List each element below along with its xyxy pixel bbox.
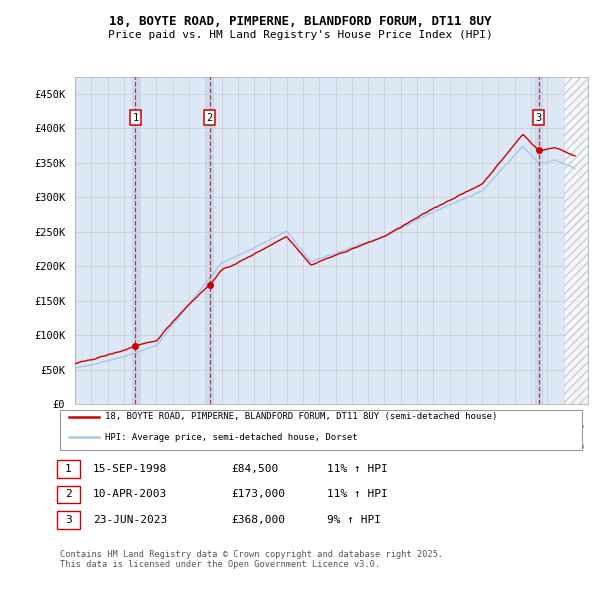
Text: 20: 20 xyxy=(379,444,389,453)
Text: 11% ↑ HPI: 11% ↑ HPI xyxy=(327,490,388,499)
Text: 18, BOYTE ROAD, PIMPERNE, BLANDFORD FORUM, DT11 8UY (semi-detached house): 18, BOYTE ROAD, PIMPERNE, BLANDFORD FORU… xyxy=(105,412,497,421)
Text: 20: 20 xyxy=(412,444,422,453)
Text: 06: 06 xyxy=(249,422,259,431)
Text: £84,500: £84,500 xyxy=(231,464,278,474)
Text: 19: 19 xyxy=(86,444,96,453)
Text: 15: 15 xyxy=(396,422,406,431)
Text: 9% ↑ HPI: 9% ↑ HPI xyxy=(327,515,381,525)
Text: 23: 23 xyxy=(526,422,536,431)
Text: 10: 10 xyxy=(314,422,324,431)
Text: 19: 19 xyxy=(103,444,113,453)
Text: 24: 24 xyxy=(542,422,552,431)
Text: 25: 25 xyxy=(559,422,569,431)
Text: 20: 20 xyxy=(282,444,292,453)
Text: 04: 04 xyxy=(217,422,227,431)
Text: 20: 20 xyxy=(217,444,227,453)
Text: 13: 13 xyxy=(363,422,373,431)
Text: 05: 05 xyxy=(233,422,243,431)
Text: 20: 20 xyxy=(249,444,259,453)
Text: 20: 20 xyxy=(526,444,536,453)
Text: Contains HM Land Registry data © Crown copyright and database right 2025.
This d: Contains HM Land Registry data © Crown c… xyxy=(60,550,443,569)
Text: 20: 20 xyxy=(265,444,275,453)
Text: 1: 1 xyxy=(132,113,139,123)
Bar xyxy=(206,77,213,404)
Bar xyxy=(535,77,542,404)
Text: £173,000: £173,000 xyxy=(231,490,285,499)
Text: 98: 98 xyxy=(119,422,129,431)
Text: HPI: Average price, semi-detached house, Dorset: HPI: Average price, semi-detached house,… xyxy=(105,433,358,442)
Text: 17: 17 xyxy=(428,422,438,431)
Text: 08: 08 xyxy=(282,422,292,431)
Text: 18, BOYTE ROAD, PIMPERNE, BLANDFORD FORUM, DT11 8UY: 18, BOYTE ROAD, PIMPERNE, BLANDFORD FORU… xyxy=(109,15,491,28)
Text: 19: 19 xyxy=(70,444,80,453)
Text: 19: 19 xyxy=(461,422,471,431)
Bar xyxy=(132,77,139,404)
Text: 19: 19 xyxy=(135,444,145,453)
Text: 20: 20 xyxy=(559,444,569,453)
Text: 96: 96 xyxy=(86,422,96,431)
Text: 12: 12 xyxy=(347,422,357,431)
Text: 2: 2 xyxy=(65,490,72,499)
Text: 10-APR-2003: 10-APR-2003 xyxy=(93,490,167,499)
Text: 00: 00 xyxy=(151,422,161,431)
Text: 20: 20 xyxy=(363,444,373,453)
Text: Price paid vs. HM Land Registry's House Price Index (HPI): Price paid vs. HM Land Registry's House … xyxy=(107,30,493,40)
Text: 2: 2 xyxy=(206,113,213,123)
Text: 20: 20 xyxy=(542,444,552,453)
Text: 20: 20 xyxy=(151,444,161,453)
Text: 26: 26 xyxy=(575,422,585,431)
Text: 03: 03 xyxy=(200,422,210,431)
Text: 20: 20 xyxy=(396,444,406,453)
Text: 16: 16 xyxy=(412,422,422,431)
Text: 20: 20 xyxy=(461,444,471,453)
Text: 20: 20 xyxy=(510,444,520,453)
Text: 18: 18 xyxy=(445,422,455,431)
Text: 14: 14 xyxy=(379,422,389,431)
Text: 01: 01 xyxy=(168,422,178,431)
Text: 1: 1 xyxy=(65,464,72,474)
Text: 23-JUN-2023: 23-JUN-2023 xyxy=(93,515,167,525)
Text: 20: 20 xyxy=(477,422,487,431)
Text: 20: 20 xyxy=(477,444,487,453)
Text: 95: 95 xyxy=(70,422,80,431)
Text: 22: 22 xyxy=(510,422,520,431)
Text: 09: 09 xyxy=(298,422,308,431)
Text: 3: 3 xyxy=(536,113,542,123)
Text: 20: 20 xyxy=(314,444,324,453)
Text: 20: 20 xyxy=(428,444,438,453)
Text: 3: 3 xyxy=(65,515,72,525)
Text: 20: 20 xyxy=(168,444,178,453)
Text: 21: 21 xyxy=(493,422,503,431)
Text: 20: 20 xyxy=(233,444,243,453)
Text: 20: 20 xyxy=(184,444,194,453)
Text: 20: 20 xyxy=(347,444,357,453)
Text: £368,000: £368,000 xyxy=(231,515,285,525)
Text: 97: 97 xyxy=(103,422,113,431)
Text: 20: 20 xyxy=(331,444,341,453)
Text: 07: 07 xyxy=(265,422,275,431)
Text: 15-SEP-1998: 15-SEP-1998 xyxy=(93,464,167,474)
Text: 19: 19 xyxy=(119,444,129,453)
Text: 11% ↑ HPI: 11% ↑ HPI xyxy=(327,464,388,474)
Text: 02: 02 xyxy=(184,422,194,431)
Text: 20: 20 xyxy=(493,444,503,453)
Text: 20: 20 xyxy=(298,444,308,453)
Text: 11: 11 xyxy=(331,422,341,431)
Text: 20: 20 xyxy=(575,444,585,453)
Text: 20: 20 xyxy=(200,444,210,453)
Bar xyxy=(563,77,588,404)
Text: 20: 20 xyxy=(445,444,455,453)
Text: 99: 99 xyxy=(135,422,145,431)
